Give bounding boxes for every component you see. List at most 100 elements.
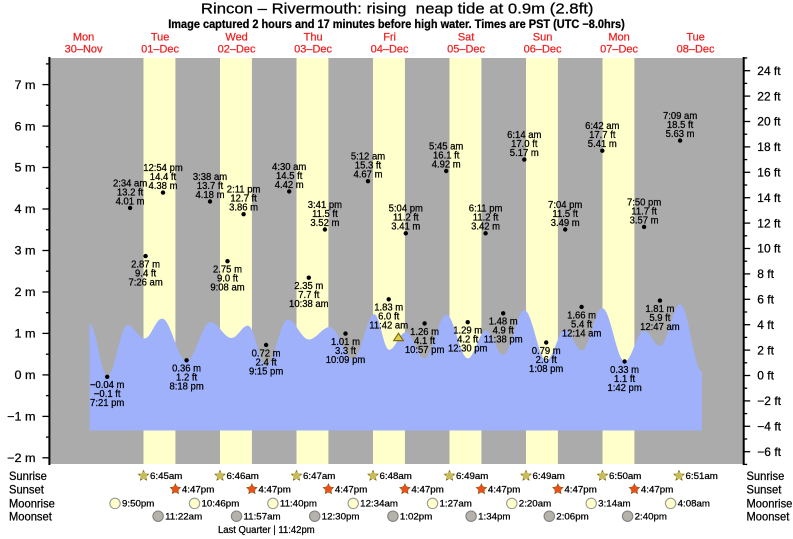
svg-text:4.2 ft: 4.2 ft [457,335,478,346]
svg-text:6.0 ft: 6.0 ft [378,312,399,323]
svg-text:11:22am: 11:22am [165,512,202,522]
svg-text:11:42 am: 11:42 am [369,321,408,332]
svg-text:7:50 pm: 7:50 pm [627,197,661,208]
svg-text:7:26 am: 7:26 am [128,278,162,289]
svg-text:0.79 m: 0.79 m [532,346,561,357]
svg-text:3.49 m: 3.49 m [551,218,580,229]
svg-text:06–Dec: 06–Dec [524,43,562,55]
svg-text:10:38 am: 10:38 am [289,299,329,310]
svg-text:4 ft: 4 ft [757,318,774,332]
svg-text:5:45 am: 5:45 am [429,141,463,152]
svg-text:4 m: 4 m [15,202,36,216]
svg-text:−4 ft: −4 ft [757,420,781,434]
svg-text:−2 m: −2 m [7,451,35,465]
svg-text:3:41 pm: 3:41 pm [308,200,342,211]
svg-text:16.1 ft: 16.1 ft [433,150,460,161]
svg-text:12:47 am: 12:47 am [640,322,680,333]
svg-text:4:47pm: 4:47pm [641,485,674,495]
svg-text:7:21 pm: 7:21 pm [90,398,124,409]
svg-text:3:14am: 3:14am [598,499,631,509]
svg-text:11.2 ft: 11.2 ft [393,213,419,224]
svg-text:9:08 am: 9:08 am [210,283,244,294]
svg-text:12 ft: 12 ft [757,216,781,230]
svg-text:6 ft: 6 ft [757,293,774,307]
svg-text:01–Dec: 01–Dec [141,43,179,55]
svg-text:4.01 m: 4.01 m [116,196,145,207]
svg-text:4.9 ft: 4.9 ft [493,326,514,337]
svg-text:Mon: Mon [73,31,94,43]
svg-text:1 m: 1 m [15,327,36,341]
svg-text:8:18 pm: 8:18 pm [169,382,203,393]
svg-text:3.52 m: 3.52 m [310,218,339,229]
svg-text:Sunrise: Sunrise [9,469,47,483]
svg-text:4:47pm: 4:47pm [258,485,291,495]
svg-text:10:09 pm: 10:09 pm [326,355,366,366]
svg-text:6:48am: 6:48am [380,471,413,481]
svg-text:1:02pm: 1:02pm [400,512,433,522]
svg-text:3.57 m: 3.57 m [630,215,659,226]
svg-text:4:47pm: 4:47pm [335,485,368,495]
svg-text:13.7 ft: 13.7 ft [197,181,224,192]
svg-text:1.48 m: 1.48 m [489,317,518,328]
svg-text:Sun: Sun [533,31,553,43]
svg-text:−1 m: −1 m [7,410,35,424]
svg-text:17.7 ft: 17.7 ft [589,130,616,141]
svg-text:Tue: Tue [151,31,170,43]
svg-text:2:11 pm: 2:11 pm [227,185,261,196]
svg-text:8 ft: 8 ft [757,267,774,281]
svg-text:1.81 m: 1.81 m [645,304,674,315]
svg-text:6:51am: 6:51am [686,471,719,481]
svg-text:7.7 ft: 7.7 ft [298,290,319,301]
svg-text:3.41 m: 3.41 m [391,222,420,233]
svg-text:04–Dec: 04–Dec [371,43,409,55]
svg-text:05–Dec: 05–Dec [447,43,485,55]
svg-text:Sunrise: Sunrise [747,469,785,483]
svg-text:1.29 m: 1.29 m [453,326,482,337]
svg-text:0 ft: 0 ft [757,369,774,383]
svg-text:11:57am: 11:57am [244,512,281,522]
svg-text:6:49am: 6:49am [456,471,489,481]
svg-text:18.5 ft: 18.5 ft [667,120,694,131]
svg-text:1:34pm: 1:34pm [478,512,511,522]
svg-text:12:54 pm: 12:54 pm [143,163,183,174]
svg-text:4:30 am: 4:30 am [272,162,306,173]
svg-text:7:09 am: 7:09 am [663,111,697,122]
svg-text:2.35 m: 2.35 m [294,281,323,292]
svg-text:Moonrise: Moonrise [747,497,793,511]
svg-text:11:38 pm: 11:38 pm [484,335,523,346]
svg-text:−2 ft: −2 ft [757,394,781,408]
svg-text:14.5 ft: 14.5 ft [276,171,303,182]
svg-text:0 m: 0 m [15,368,36,382]
svg-text:07–Dec: 07–Dec [600,43,638,55]
svg-text:Moonset: Moonset [747,509,790,523]
svg-text:18 ft: 18 ft [757,140,781,154]
svg-text:1:27am: 1:27am [440,499,473,509]
svg-text:10 ft: 10 ft [757,242,781,256]
svg-text:5.17 m: 5.17 m [510,148,539,159]
svg-text:1.01 m: 1.01 m [331,337,360,348]
svg-text:10:46pm: 10:46pm [202,499,240,509]
svg-text:4.92 m: 4.92 m [432,159,461,170]
svg-text:5.4 ft: 5.4 ft [571,319,592,330]
svg-text:Mon: Mon [608,31,629,43]
svg-text:Wed: Wed [225,31,247,43]
svg-text:4.67 m: 4.67 m [354,170,383,181]
svg-text:6:11 pm: 6:11 pm [469,204,503,215]
svg-text:Sat: Sat [458,31,475,43]
svg-text:6:42 am: 6:42 am [585,121,619,132]
svg-text:30–Nov: 30–Nov [65,43,103,55]
svg-text:11.2 ft: 11.2 ft [473,213,499,224]
svg-text:12:34am: 12:34am [360,499,398,509]
svg-text:Moonrise: Moonrise [9,497,55,511]
svg-text:Sunset: Sunset [747,482,782,496]
svg-text:−6 ft: −6 ft [757,445,781,459]
svg-text:4.38 m: 4.38 m [149,181,178,192]
svg-text:24 ft: 24 ft [757,64,781,78]
svg-text:Image captured 2 hours and 17: Image captured 2 hours and 17 minutes be… [168,19,625,31]
svg-text:11.7 ft: 11.7 ft [631,206,657,217]
svg-text:4.18 m: 4.18 m [196,190,225,201]
svg-text:6:14 am: 6:14 am [507,130,541,141]
svg-text:22 ft: 22 ft [757,89,781,103]
svg-text:3 m: 3 m [15,244,36,258]
svg-text:Last Quarter | 11:42pm: Last Quarter | 11:42pm [218,525,315,536]
